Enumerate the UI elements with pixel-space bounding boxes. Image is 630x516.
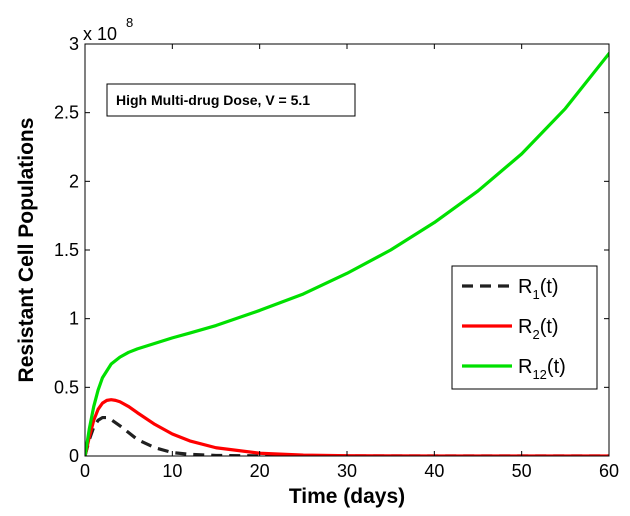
y-multiplier-base: x 10 <box>83 24 117 44</box>
y-tick-label: 0 <box>69 446 79 466</box>
annotation-box: High Multi-drug Dose, V = 5.1 <box>106 83 356 117</box>
x-tick-label: 30 <box>337 461 357 481</box>
annotation-text: High Multi-drug Dose, V = 5.1 <box>116 92 310 108</box>
series-line-1 <box>85 415 609 456</box>
x-tick-label: 40 <box>424 461 444 481</box>
y-multiplier-exponent: 8 <box>126 15 133 30</box>
y-tick-label: 2 <box>69 171 79 191</box>
ticks-layer: 0 10 20 30 40 50 60 0 0.5 1 1.5 2 2.5 3 <box>54 34 619 481</box>
annotation-frame <box>106 83 356 117</box>
y-tick-label: 3 <box>69 34 79 54</box>
legend: R1(t) R2(t) R12(t) <box>451 265 598 390</box>
x-tick-label: 10 <box>162 461 182 481</box>
y-tick-label: 2.5 <box>54 103 79 123</box>
legend-item-3: R12(t) <box>462 356 566 382</box>
y-tick-label: 1 <box>69 309 79 329</box>
x-axis-title: Time (days) <box>289 485 405 508</box>
y-tick-label: 0.5 <box>54 377 79 397</box>
y-multiplier: x 10 8 <box>83 15 133 44</box>
y-axis-title: Resistant Cell Populations <box>15 118 38 383</box>
legend-item-2: R2(t) <box>462 316 559 342</box>
x-tick-label: 50 <box>512 461 532 481</box>
x-tick-label: 60 <box>599 461 619 481</box>
legend-label: R1(t) <box>518 276 559 302</box>
series-line-3 <box>85 52 609 456</box>
legend-label: R12(t) <box>518 356 566 382</box>
legend-label: R2(t) <box>518 316 559 342</box>
legend-item-1: R1(t) <box>462 276 559 302</box>
x-tick-label: 0 <box>80 461 90 481</box>
x-tick-label: 20 <box>250 461 270 481</box>
y-tick-label: 1.5 <box>54 240 79 260</box>
